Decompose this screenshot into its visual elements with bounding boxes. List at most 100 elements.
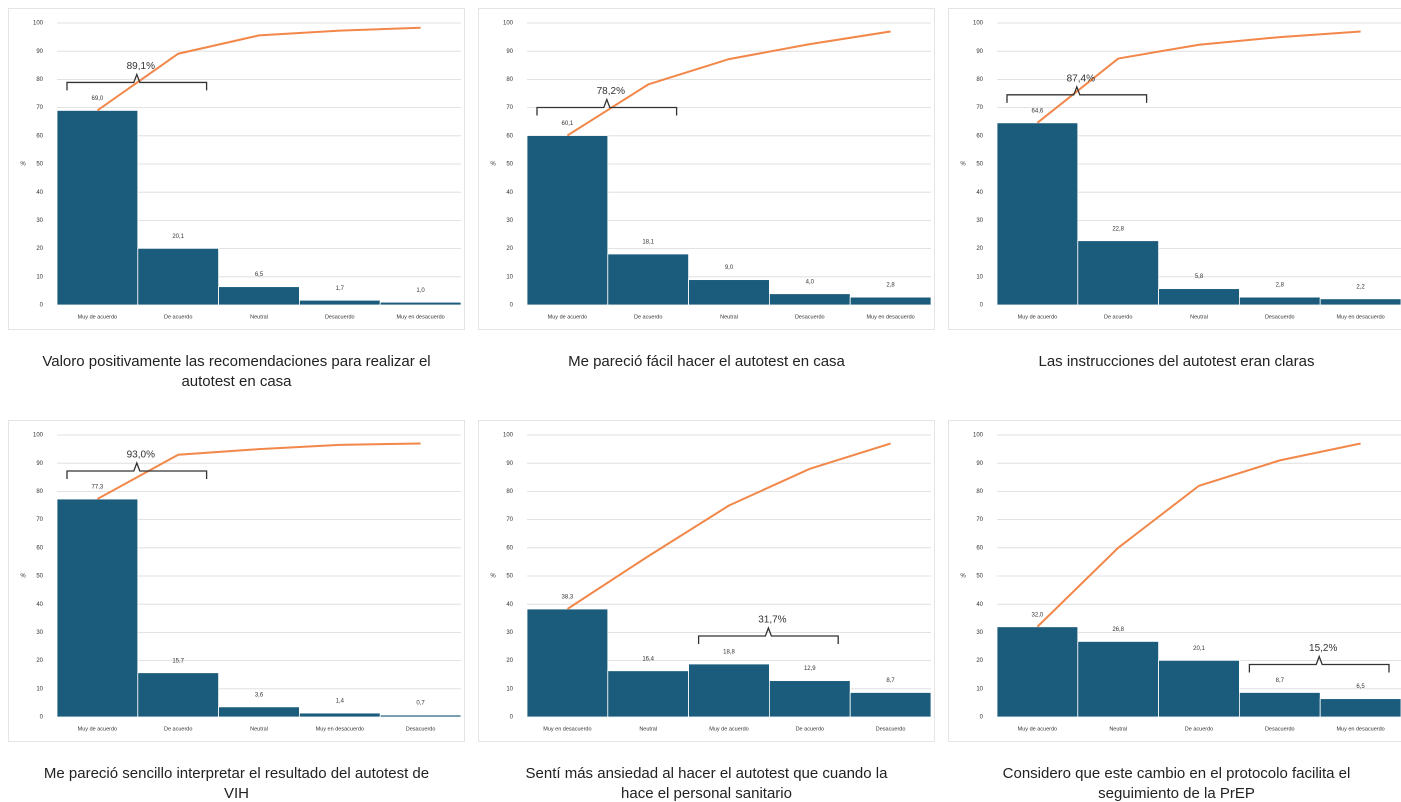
annotation-label: 78,2%: [597, 86, 625, 97]
chart: 0 10 20 30 40 50 60 70 80 90 100% 64,6 Muy de acuerd…: [948, 8, 1401, 330]
y-tick-label: 70: [506, 517, 513, 523]
annotation-label: 87,4%: [1067, 73, 1095, 84]
y-tick-label: 90: [36, 461, 43, 467]
y-tick-label: 20: [36, 246, 43, 252]
chart: 0 10 20 30 40 50 60 70 80 90 100% 77,3 Muy de acuerd…: [8, 420, 465, 742]
y-tick-label: 80: [976, 489, 983, 495]
y-tick-label: 0: [40, 303, 44, 309]
y-tick-label: 100: [503, 21, 514, 27]
data-label: 8,7: [1276, 678, 1285, 684]
chart-panel: 0 10 20 30 40 50 60 70 80 90 100% 38,3 Muy en desacu…: [478, 420, 935, 802]
annotation-label: 93,0%: [127, 450, 155, 461]
y-tick-label: 60: [976, 545, 983, 551]
y-axis-label: %: [490, 162, 496, 168]
bar: [1319, 298, 1401, 306]
y-tick-label: 50: [506, 162, 513, 168]
y-axis-label: %: [20, 162, 26, 168]
y-tick-label: 0: [980, 715, 984, 721]
y-tick-label: 30: [506, 630, 513, 636]
x-tick-label: Neutral: [250, 726, 268, 732]
x-tick-label: Neutral: [1109, 726, 1127, 732]
y-tick-label: 0: [510, 715, 514, 721]
y-tick-label: 80: [36, 77, 43, 83]
y-tick-label: 60: [36, 133, 43, 139]
x-tick-label: De acuerdo: [796, 726, 824, 732]
y-tick-label: 90: [976, 49, 983, 55]
data-label: 26,8: [1112, 627, 1124, 633]
y-axis-label: %: [20, 574, 26, 580]
data-label: 1,4: [336, 699, 345, 705]
chart-panel: 0 10 20 30 40 50 60 70 80 90 100% 77,3 Muy de acuerd…: [8, 420, 465, 802]
y-tick-label: 10: [36, 274, 43, 280]
y-tick-label: 60: [36, 545, 43, 551]
data-label: 64,6: [1032, 108, 1044, 114]
data-label: 2,8: [886, 283, 895, 289]
x-tick-label: Desacuerdo: [1265, 726, 1295, 732]
data-label: 22,8: [1112, 226, 1124, 232]
chart-panel: 0 10 20 30 40 50 60 70 80 90 100% 69,0 Muy de acuerd…: [8, 8, 465, 392]
bar: [137, 247, 220, 306]
data-label: 1,7: [336, 286, 345, 292]
x-tick-label: Muy en desacuerdo: [866, 314, 914, 320]
y-tick-label: 90: [36, 49, 43, 55]
y-tick-label: 70: [36, 517, 43, 523]
x-tick-label: Muy de acuerdo: [78, 726, 117, 732]
x-tick-label: Desacuerdo: [1265, 314, 1295, 320]
y-tick-label: 20: [976, 658, 983, 664]
y-tick-label: 40: [506, 602, 513, 608]
y-tick-label: 30: [976, 218, 983, 224]
data-label: 2,2: [1356, 284, 1365, 290]
annotation-label: 15,2%: [1309, 643, 1337, 654]
x-tick-label: Muy de acuerdo: [548, 314, 587, 320]
bar: [607, 253, 690, 306]
y-tick-label: 30: [976, 630, 983, 636]
bar: [526, 135, 609, 306]
y-tick-label: 80: [976, 77, 983, 83]
y-tick-label: 40: [976, 190, 983, 196]
y-tick-label: 100: [503, 433, 514, 439]
x-tick-label: Muy de acuerdo: [1018, 314, 1057, 320]
annotation-bracket: [66, 461, 208, 480]
data-label: 4,0: [806, 279, 815, 285]
y-tick-label: 10: [506, 686, 513, 692]
bar: [379, 714, 462, 718]
bar: [298, 299, 381, 306]
bar: [849, 692, 932, 718]
cumulative-line: [1036, 442, 1361, 628]
bar: [1238, 692, 1321, 718]
cumulative-line: [566, 30, 891, 137]
y-tick-label: 100: [973, 21, 984, 27]
data-label: 38,3: [562, 595, 574, 601]
x-tick-label: Neutral: [1190, 314, 1208, 320]
bar: [1319, 698, 1401, 718]
x-tick-label: Neutral: [639, 726, 657, 732]
x-tick-label: Muy de acuerdo: [709, 726, 748, 732]
y-tick-label: 50: [36, 162, 43, 168]
y-tick-label: 10: [506, 274, 513, 280]
y-tick-label: 60: [976, 133, 983, 139]
y-tick-label: 0: [40, 715, 44, 721]
data-label: 60,1: [562, 121, 574, 127]
y-tick-label: 40: [976, 602, 983, 608]
x-tick-label: Muy de acuerdo: [1018, 726, 1057, 732]
y-tick-label: 20: [506, 246, 513, 252]
data-label: 0,7: [416, 701, 425, 707]
data-label: 15,7: [172, 658, 184, 664]
bar: [1158, 288, 1240, 306]
x-tick-label: Desacuerdo: [325, 314, 355, 320]
x-tick-label: Desacuerdo: [876, 726, 906, 732]
y-tick-label: 0: [980, 303, 984, 309]
annotation-bracket: [66, 72, 208, 91]
chart: 0 10 20 30 40 50 60 70 80 90 100% 32,0 Muy de acuerd…: [948, 420, 1401, 742]
chart: 0 10 20 30 40 50 60 70 80 90 100% 69,0 Muy de acuerd…: [8, 8, 465, 330]
y-tick-label: 70: [976, 517, 983, 523]
x-tick-label: De acuerdo: [634, 314, 662, 320]
y-tick-label: 50: [976, 574, 983, 580]
chart-caption: Me pareció sencillo interpretar el resul…: [43, 765, 430, 802]
x-tick-label: Desacuerdo: [795, 314, 825, 320]
bar: [996, 122, 1079, 306]
chart-panel: 0 10 20 30 40 50 60 70 80 90 100% 64,6 Muy de acuerd…: [948, 8, 1401, 372]
annotation-label: 89,1%: [127, 61, 155, 72]
bar: [526, 608, 609, 718]
annotation-label: 31,7%: [758, 615, 786, 626]
